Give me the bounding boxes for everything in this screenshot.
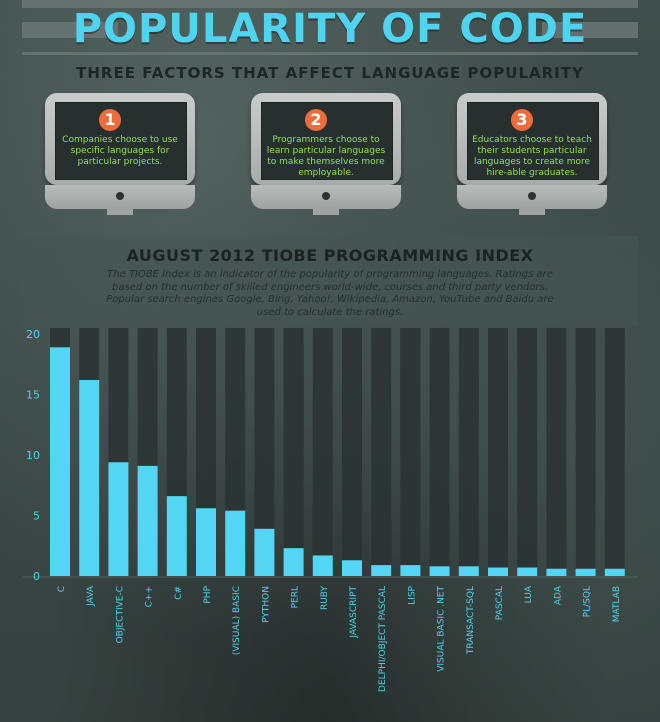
deco-bar-right bbox=[542, 22, 638, 38]
y-tick-label: 0 bbox=[33, 570, 40, 583]
x-tick-label: VISUAL BASIC .NET bbox=[437, 585, 447, 671]
x-tick-label: C# bbox=[174, 586, 184, 600]
x-tick-label: TRANSACT-SQL bbox=[466, 586, 476, 655]
monitor-screen bbox=[261, 102, 393, 180]
factor-text: Programmers choose to learn particular l… bbox=[266, 135, 386, 178]
bar bbox=[400, 565, 421, 576]
deco-bar-left bbox=[22, 22, 118, 38]
factor-text: Companies choose to use specific languag… bbox=[62, 135, 178, 167]
factor-monitor-3: 3 Educators choose to teach their studen… bbox=[457, 93, 617, 215]
x-tick-label: C bbox=[57, 586, 67, 592]
bar bbox=[225, 510, 246, 576]
bar bbox=[312, 555, 333, 576]
x-tick-label: PHP bbox=[203, 585, 213, 603]
page-subtitle: THREE FACTORS THAT AFFECT LANGUAGE POPUL… bbox=[76, 64, 584, 82]
factor-text: Educators choose to teach their students… bbox=[472, 135, 592, 178]
bar-track bbox=[400, 328, 421, 576]
bar bbox=[196, 508, 216, 576]
factor-monitor-2: 2 Programmers choose to learn particular… bbox=[251, 93, 411, 215]
x-tick-label: LISP bbox=[407, 585, 417, 604]
bar bbox=[575, 568, 596, 576]
bar-track bbox=[546, 328, 567, 576]
x-tick-label: C++ bbox=[145, 586, 155, 607]
bar bbox=[50, 347, 70, 576]
bar bbox=[79, 379, 100, 576]
bar bbox=[283, 548, 304, 576]
bar-track bbox=[488, 328, 508, 576]
bar-track bbox=[517, 328, 538, 576]
bar-track bbox=[458, 328, 479, 576]
x-tick-label: MATLAB bbox=[612, 586, 622, 622]
factor-number-badge: 2 bbox=[305, 109, 327, 131]
y-tick-label: 20 bbox=[26, 328, 40, 341]
bar-track bbox=[254, 328, 275, 576]
monitor-power-icon bbox=[322, 192, 330, 200]
bar bbox=[546, 568, 567, 576]
x-tick-label: ADA bbox=[553, 585, 563, 605]
bar-track bbox=[312, 328, 333, 576]
bar bbox=[488, 567, 508, 576]
monitor-stand bbox=[313, 207, 339, 215]
x-tick-label: PASCAL bbox=[495, 586, 505, 620]
x-tick-label: RUBY bbox=[320, 586, 330, 611]
bar bbox=[458, 566, 479, 576]
bar bbox=[137, 465, 158, 576]
y-tick-label: 15 bbox=[26, 389, 40, 402]
monitor-power-icon bbox=[116, 192, 124, 200]
x-tick-label: PERL bbox=[291, 586, 301, 608]
monitor-stand bbox=[107, 207, 133, 215]
tiobe-description: The TIOBE index is an indicator of the p… bbox=[106, 269, 554, 318]
x-tick-label: OBJECTIVE-C bbox=[115, 586, 125, 643]
bar-track bbox=[283, 328, 304, 576]
factor-monitor-1: 1 Companies choose to use specific langu… bbox=[45, 93, 205, 215]
x-tick-label: (VISUAL) BASIC bbox=[232, 586, 242, 655]
x-tick-label: JAVASCRIPT bbox=[349, 586, 359, 639]
bar bbox=[342, 560, 362, 576]
factor-number-badge: 1 bbox=[99, 109, 121, 131]
x-tick-label: DELPHI/OBJECT PASCAL bbox=[378, 586, 388, 692]
x-tick-label: PL/SQL bbox=[583, 586, 593, 617]
bar bbox=[604, 568, 625, 576]
tiobe-panel bbox=[22, 236, 638, 326]
factor-number-badge: 3 bbox=[511, 109, 533, 131]
bar bbox=[166, 496, 187, 576]
monitor-screen bbox=[55, 102, 187, 180]
bar bbox=[517, 567, 538, 576]
bar-track bbox=[575, 328, 596, 576]
y-tick-label: 5 bbox=[33, 510, 40, 523]
bar-track bbox=[371, 328, 392, 576]
page-title: POPULARITY OF CODE bbox=[72, 6, 588, 52]
bar-track bbox=[429, 328, 450, 576]
bar bbox=[371, 565, 392, 576]
monitor-stand bbox=[519, 207, 545, 215]
bar bbox=[429, 566, 450, 576]
tiobe-title: AUGUST 2012 TIOBE PROGRAMMING INDEX bbox=[126, 246, 534, 265]
x-tick-label: JAVA bbox=[86, 585, 96, 607]
bar-track bbox=[342, 328, 362, 576]
bar bbox=[108, 462, 129, 576]
x-tick-label: PYTHON bbox=[261, 586, 271, 623]
deco-bar-mid bbox=[22, 52, 638, 55]
monitor-screen bbox=[467, 102, 599, 180]
bar-track bbox=[604, 328, 625, 576]
bar bbox=[254, 528, 275, 576]
y-tick-label: 10 bbox=[26, 449, 40, 462]
x-tick-label: LUA bbox=[524, 585, 534, 603]
monitor-power-icon bbox=[528, 192, 536, 200]
deco-bar-top bbox=[22, 0, 638, 8]
